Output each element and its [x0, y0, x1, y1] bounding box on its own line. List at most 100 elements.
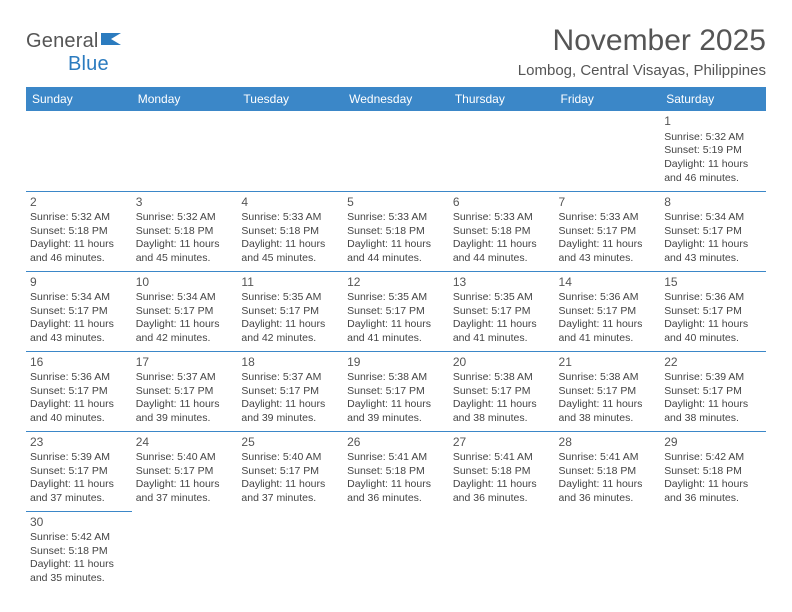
calendar-header-row: SundayMondayTuesdayWednesdayThursdayFrid… [26, 87, 766, 111]
calendar-day-cell: 16Sunrise: 5:36 AMSunset: 5:17 PMDayligh… [26, 351, 132, 431]
day-info-line: Sunset: 5:17 PM [453, 305, 551, 319]
day-info-line: Sunrise: 5:41 AM [559, 451, 657, 465]
day-info-line: and 41 minutes. [347, 332, 445, 346]
weekday-header: Saturday [660, 87, 766, 111]
day-info-line: Sunrise: 5:38 AM [347, 371, 445, 385]
day-info-line: Sunrise: 5:40 AM [136, 451, 234, 465]
header: General Blue November 2025 Lombog, Centr… [26, 24, 766, 79]
day-info-line: Sunset: 5:19 PM [664, 144, 762, 158]
day-info-line: Daylight: 11 hours [664, 318, 762, 332]
day-info-line: Sunset: 5:17 PM [136, 385, 234, 399]
day-info-line: Sunrise: 5:40 AM [241, 451, 339, 465]
weekday-header: Monday [132, 87, 238, 111]
weekday-header: Wednesday [343, 87, 449, 111]
calendar-empty-cell [449, 111, 555, 191]
location: Lombog, Central Visayas, Philippines [518, 62, 766, 79]
day-number: 13 [453, 275, 551, 291]
calendar-day-cell: 25Sunrise: 5:40 AMSunset: 5:17 PMDayligh… [237, 431, 343, 511]
day-info-line: and 44 minutes. [453, 252, 551, 266]
day-number: 21 [559, 355, 657, 371]
day-info-line: Daylight: 11 hours [30, 558, 128, 572]
calendar-empty-cell [555, 511, 661, 591]
day-info-line: Daylight: 11 hours [453, 478, 551, 492]
day-number: 16 [30, 355, 128, 371]
day-info-line: Sunset: 5:17 PM [453, 385, 551, 399]
day-info-line: and 44 minutes. [347, 252, 445, 266]
day-info-line: Daylight: 11 hours [559, 238, 657, 252]
calendar-day-cell: 12Sunrise: 5:35 AMSunset: 5:17 PMDayligh… [343, 271, 449, 351]
calendar-day-cell: 20Sunrise: 5:38 AMSunset: 5:17 PMDayligh… [449, 351, 555, 431]
day-info-line: Sunset: 5:17 PM [664, 305, 762, 319]
day-info-line: Sunrise: 5:39 AM [664, 371, 762, 385]
day-info-line: Sunset: 5:18 PM [30, 225, 128, 239]
day-info-line: and 45 minutes. [136, 252, 234, 266]
day-info-line: and 37 minutes. [136, 492, 234, 506]
day-info-line: and 41 minutes. [453, 332, 551, 346]
day-number: 8 [664, 195, 762, 211]
day-number: 1 [664, 114, 762, 130]
day-info-line: Sunrise: 5:34 AM [30, 291, 128, 305]
day-number: 10 [136, 275, 234, 291]
day-number: 20 [453, 355, 551, 371]
day-info-line: Daylight: 11 hours [664, 158, 762, 172]
day-number: 19 [347, 355, 445, 371]
day-info-line: Sunrise: 5:42 AM [664, 451, 762, 465]
calendar-day-cell: 29Sunrise: 5:42 AMSunset: 5:18 PMDayligh… [660, 431, 766, 511]
day-info-line: Sunrise: 5:38 AM [453, 371, 551, 385]
calendar-day-cell: 3Sunrise: 5:32 AMSunset: 5:18 PMDaylight… [132, 191, 238, 271]
calendar-empty-cell [660, 511, 766, 591]
calendar-empty-cell [132, 511, 238, 591]
day-info-line: Sunrise: 5:36 AM [664, 291, 762, 305]
day-info-line: Sunrise: 5:32 AM [136, 211, 234, 225]
day-info-line: Sunset: 5:18 PM [241, 225, 339, 239]
day-info-line: and 43 minutes. [30, 332, 128, 346]
day-number: 9 [30, 275, 128, 291]
day-number: 3 [136, 195, 234, 211]
weekday-header: Sunday [26, 87, 132, 111]
day-info-line: Sunrise: 5:33 AM [241, 211, 339, 225]
day-info-line: Daylight: 11 hours [664, 238, 762, 252]
day-number: 6 [453, 195, 551, 211]
day-number: 5 [347, 195, 445, 211]
day-info-line: Daylight: 11 hours [347, 318, 445, 332]
weekday-header: Tuesday [237, 87, 343, 111]
calendar-day-cell: 8Sunrise: 5:34 AMSunset: 5:17 PMDaylight… [660, 191, 766, 271]
day-number: 25 [241, 435, 339, 451]
day-info-line: Sunset: 5:18 PM [664, 465, 762, 479]
day-info-line: and 40 minutes. [30, 412, 128, 426]
day-number: 27 [453, 435, 551, 451]
day-number: 2 [30, 195, 128, 211]
calendar-day-cell: 21Sunrise: 5:38 AMSunset: 5:17 PMDayligh… [555, 351, 661, 431]
day-info-line: Sunrise: 5:32 AM [30, 211, 128, 225]
day-info-line: Sunrise: 5:34 AM [136, 291, 234, 305]
day-info-line: Sunset: 5:18 PM [453, 465, 551, 479]
day-number: 11 [241, 275, 339, 291]
logo-blue: Blue [68, 53, 109, 75]
day-info-line: Daylight: 11 hours [664, 478, 762, 492]
calendar-day-cell: 24Sunrise: 5:40 AMSunset: 5:17 PMDayligh… [132, 431, 238, 511]
day-info-line: Sunset: 5:17 PM [136, 305, 234, 319]
calendar-day-cell: 4Sunrise: 5:33 AMSunset: 5:18 PMDaylight… [237, 191, 343, 271]
calendar-body: 1Sunrise: 5:32 AMSunset: 5:19 PMDaylight… [26, 111, 766, 591]
day-number: 12 [347, 275, 445, 291]
calendar-empty-cell [449, 511, 555, 591]
day-number: 17 [136, 355, 234, 371]
day-number: 18 [241, 355, 339, 371]
calendar-week-row: 16Sunrise: 5:36 AMSunset: 5:17 PMDayligh… [26, 351, 766, 431]
calendar-day-cell: 15Sunrise: 5:36 AMSunset: 5:17 PMDayligh… [660, 271, 766, 351]
calendar-day-cell: 1Sunrise: 5:32 AMSunset: 5:19 PMDaylight… [660, 111, 766, 191]
day-info-line: and 40 minutes. [664, 332, 762, 346]
calendar-empty-cell [555, 111, 661, 191]
calendar-week-row: 23Sunrise: 5:39 AMSunset: 5:17 PMDayligh… [26, 431, 766, 511]
day-info-line: Daylight: 11 hours [241, 398, 339, 412]
day-info-line: and 42 minutes. [136, 332, 234, 346]
day-info-line: Sunrise: 5:35 AM [241, 291, 339, 305]
day-info-line: Sunset: 5:18 PM [347, 465, 445, 479]
day-info-line: Daylight: 11 hours [241, 238, 339, 252]
day-info-line: and 39 minutes. [347, 412, 445, 426]
day-info-line: Daylight: 11 hours [136, 318, 234, 332]
day-info-line: and 36 minutes. [664, 492, 762, 506]
day-info-line: Sunrise: 5:33 AM [347, 211, 445, 225]
day-info-line: Sunset: 5:18 PM [347, 225, 445, 239]
day-info-line: and 35 minutes. [30, 572, 128, 586]
